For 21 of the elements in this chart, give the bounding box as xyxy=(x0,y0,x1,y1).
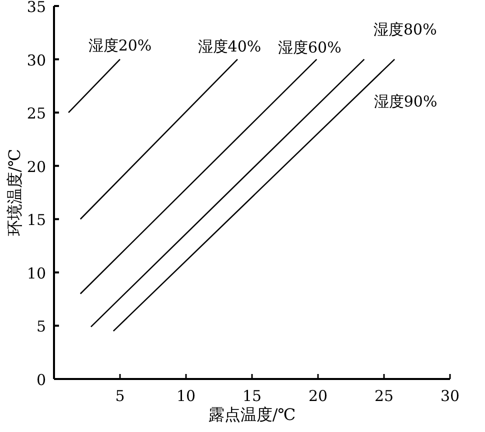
series-label: 湿度40% xyxy=(198,37,262,56)
y-tick-label: 30 xyxy=(26,51,46,70)
y-tick-label: 20 xyxy=(26,158,46,176)
x-tick-label: 10 xyxy=(176,387,196,405)
series-label: 湿度80% xyxy=(374,20,437,38)
series-label: 湿度60% xyxy=(278,38,342,56)
y-tick-label: 0 xyxy=(36,371,46,389)
x-tick-label: 30 xyxy=(440,387,460,405)
y-tick-label: 15 xyxy=(26,211,46,230)
y-axis-title: 环境温度/℃ xyxy=(5,148,24,236)
x-tick-label: 25 xyxy=(374,387,394,405)
x-tick-label: 20 xyxy=(308,387,328,405)
y-tick-label: 5 xyxy=(36,318,46,336)
x-tick-label: 5 xyxy=(115,387,125,405)
y-tick-label: 10 xyxy=(26,264,46,282)
y-tick-label: 35 xyxy=(26,0,46,16)
y-tick-label: 25 xyxy=(26,104,46,123)
series-label: 湿度90% xyxy=(374,92,438,110)
x-tick-label: 15 xyxy=(242,387,262,405)
x-axis-title: 露点温度/℃ xyxy=(208,405,296,424)
series-label: 湿度20% xyxy=(88,36,152,54)
